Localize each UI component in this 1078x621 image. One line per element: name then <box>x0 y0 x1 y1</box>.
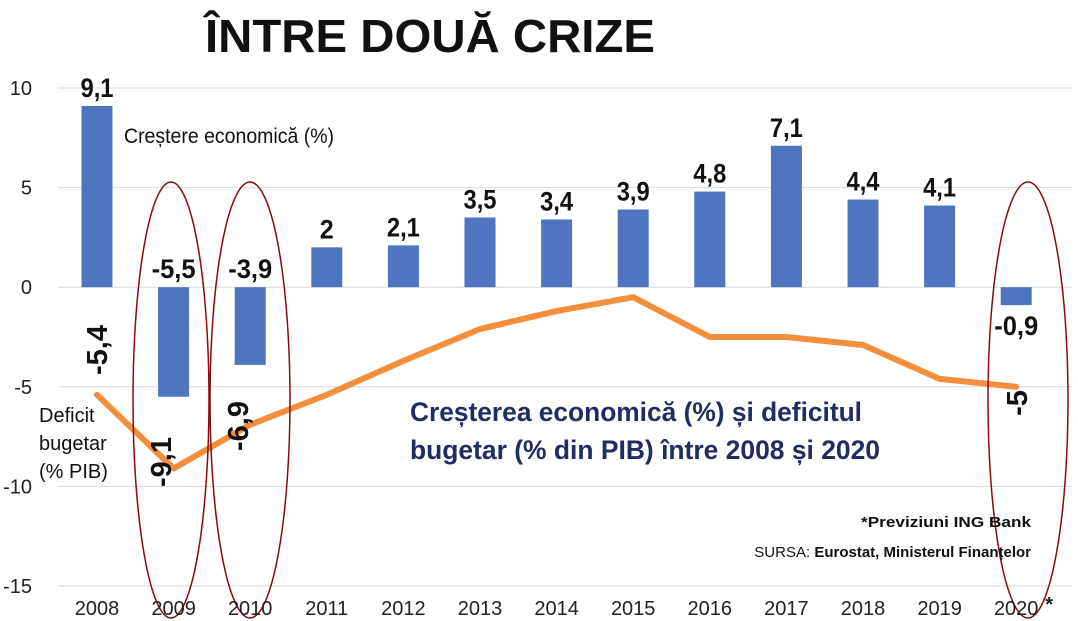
chart-subtitle-line2: bugetar (% din PIB) între 2008 și 2020 <box>410 435 880 465</box>
bar-value-label: -0,9 <box>994 311 1038 341</box>
x-tick-label: 2011 <box>305 598 348 620</box>
bar <box>924 205 956 288</box>
bar <box>81 105 113 288</box>
bar <box>770 145 802 288</box>
bar <box>1000 287 1032 306</box>
x-tick-label: 2019 <box>917 598 962 620</box>
x-tick-label: 2020 <box>994 598 1039 620</box>
bar <box>617 209 649 288</box>
deficit-line <box>94 294 1020 472</box>
x-tick-label: 2010 <box>228 598 273 620</box>
x-tick-label: 2009 <box>151 598 196 620</box>
bar-data-labels: 9,1 -5,5 -3,9 2 2,1 3,5 3,4 3,9 4,8 7,1 4,4 4,1 -0,9 <box>81 73 1039 341</box>
x-tick-label: 2016 <box>688 598 733 620</box>
highlight-ellipse <box>132 181 210 619</box>
deficit-label-line2: bugetar <box>39 433 107 455</box>
bar <box>387 245 419 288</box>
x-tick-label: 2014 <box>534 598 579 620</box>
bar <box>847 199 879 288</box>
bar-value-label: 2 <box>320 214 334 244</box>
chart-subtitle-line1: Creșterea economică (%) și deficitul <box>410 397 862 427</box>
bar <box>158 287 190 397</box>
line-value-label: -5,4 <box>82 325 114 375</box>
forecast-marker: * <box>1045 594 1053 616</box>
bar <box>464 217 496 288</box>
deficit-label-line3: (% PIB) <box>39 461 108 483</box>
x-tick-label: 2013 <box>458 598 503 620</box>
x-tick-label: 2008 <box>75 598 120 620</box>
y-tick-label: -5 <box>14 377 32 399</box>
bar-value-label: 4,1 <box>923 173 956 203</box>
x-tick-label: 2017 <box>764 598 809 620</box>
source-text: Eurostat, Ministerul Finanțelor <box>814 544 1031 561</box>
y-tick-label: 0 <box>21 277 32 299</box>
line-value-label: -9,1 <box>146 437 178 487</box>
y-tick-label: 5 <box>21 178 32 200</box>
line-value-label: -6,9 <box>223 401 255 451</box>
bar-value-label: 2,1 <box>387 212 420 242</box>
source-note: SURSA: Eurostat, Ministerul Finanțelor <box>754 544 1031 561</box>
forecast-note: *Previziuni ING Bank <box>861 514 1032 531</box>
bar-value-label: 4,4 <box>847 167 880 197</box>
highlight-ellipse <box>987 181 1069 619</box>
chart-title: ÎNTRE DOUĂ CRIZE <box>203 10 655 62</box>
bar <box>311 247 343 288</box>
highlight-ellipses <box>132 181 1069 619</box>
x-tick-label: 2015 <box>611 598 656 620</box>
x-axis-ticks: 2008 2009 2010 2011 2012 2013 2014 2015 2016 2017… <box>75 594 1054 620</box>
bar <box>541 219 573 288</box>
bar-series-label: Creștere economică (%) <box>124 125 334 148</box>
highlight-ellipse <box>209 181 291 619</box>
line-value-label: -5 <box>1002 390 1034 416</box>
bar-series <box>81 105 1032 397</box>
y-tick-label: 10 <box>10 78 32 100</box>
bar-value-label: 3,9 <box>617 177 650 207</box>
bar-value-label: -5,5 <box>152 254 196 284</box>
deficit-label-line1: Deficit <box>39 405 95 427</box>
x-tick-label: 2018 <box>841 598 886 620</box>
bar-value-label: 4,8 <box>693 159 726 189</box>
bar-value-label: 7,1 <box>770 113 803 143</box>
gridlines <box>58 87 1072 587</box>
bar-value-label: 9,1 <box>81 73 114 103</box>
bar-value-label: 3,4 <box>540 186 573 216</box>
bar <box>694 191 726 288</box>
bar-value-label: 3,5 <box>464 184 497 214</box>
source-prefix: SURSA: <box>754 544 810 561</box>
y-tick-label: -10 <box>3 476 32 498</box>
bar-value-label: -3,9 <box>228 254 272 284</box>
line-series <box>94 294 1020 472</box>
line-data-labels: -5,4 -9,1 -6,9 -5 <box>82 325 1034 487</box>
bar <box>234 287 266 365</box>
y-axis-ticks: 10 5 0 -5 -10 -15 <box>3 78 32 598</box>
x-tick-label: 2012 <box>381 598 426 620</box>
y-tick-label: -15 <box>3 576 32 598</box>
